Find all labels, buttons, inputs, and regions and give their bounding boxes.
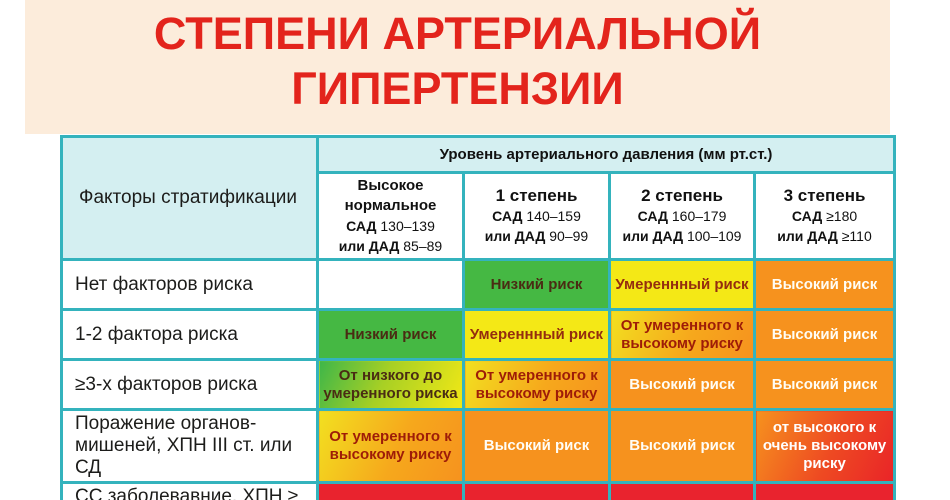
bp-dad-line: или ДАД ≥110 — [757, 226, 892, 246]
risk-cell: Низкий риск — [462, 258, 611, 311]
row-label: 1-2 фактора риска — [60, 308, 319, 361]
header-row-bp-columns: Высокое нормальное САД 130–139 или ДАД 8… — [62, 171, 897, 261]
risk-cell: Высокий риск — [752, 308, 897, 361]
sad-label: САД — [791, 208, 823, 224]
bp-column-title: 2 степень — [641, 186, 723, 205]
bp-sad-line: САД 130–139 — [320, 216, 461, 236]
column-header-degree-2: 2 степень САД 160–179 или ДАД 100–109 — [608, 171, 756, 261]
bp-sad-line: САД ≥180 — [757, 206, 892, 226]
corner-header-stratification-factors: Факторы стратификации — [60, 135, 319, 261]
dad-label: или ДАД — [622, 228, 684, 244]
risk-cell: от высокого к очень высокому риску — [752, 408, 897, 484]
risk-cell: Высокий риск — [608, 358, 756, 411]
row-label: Поражение органов-мишеней, ХПН III ст. и… — [60, 408, 319, 484]
sad-label: САД — [346, 218, 377, 234]
risk-cell: От низкого до умеренного риска — [316, 358, 465, 411]
table-row-cv-disease: СС заболевавние, ХПН ≥ 4 или СД с пораже… — [60, 481, 897, 500]
risk-cell: Очень высокий риск — [316, 481, 465, 500]
bp-column-title: Высокое нормальное — [344, 177, 437, 214]
risk-cell: Низкий риск — [316, 308, 465, 361]
risk-cell: Очень высокий риск — [752, 481, 897, 500]
bp-column-title: 1 степень — [495, 186, 578, 205]
dad-value: 85–89 — [403, 238, 443, 254]
risk-cell: От умеренного к высокому риску — [316, 408, 465, 484]
row-label: Нет факторов риска — [60, 258, 319, 311]
dad-label: или ДАД — [484, 228, 546, 244]
risk-cell: Высокий риск — [752, 258, 897, 311]
risk-cell: От умеренного к высокому риску — [462, 358, 611, 411]
sad-value: 130–139 — [380, 218, 435, 234]
bp-sad-line: САД 160–179 — [612, 206, 752, 226]
dad-label: или ДАД — [777, 228, 838, 244]
dad-value: 90–99 — [549, 228, 589, 244]
risk-cell: Высокий риск — [608, 408, 756, 484]
risk-cell: Очень высокий риск — [608, 481, 756, 500]
risk-cell: Высокий риск — [462, 408, 611, 484]
hypertension-risk-table: Факторы стратификации Уровень артериальн… — [60, 135, 897, 500]
dad-label: или ДАД — [338, 238, 400, 254]
risk-cell: Высокий риск — [752, 358, 897, 411]
bp-column-title: 3 степень — [783, 186, 866, 205]
header-row-group: Факторы стратификации Уровень артериальн… — [60, 135, 897, 261]
sad-value: 140–159 — [526, 208, 581, 224]
table-row-3plus-risk-factors: ≥3-х факторов риска От низкого до умерен… — [60, 358, 897, 411]
risk-cell: От умеренного к высокому риску — [608, 308, 756, 361]
risk-cell: Умереннный риск — [462, 308, 611, 361]
page-title-line1: СТЕПЕНИ АРТЕРИАЛЬНОЙ — [153, 8, 762, 59]
column-header-degree-1: 1 степень САД 140–159 или ДАД 90–99 — [462, 171, 611, 261]
sad-value: 160–179 — [671, 208, 727, 224]
title-background-band — [25, 0, 890, 134]
bp-dad-line: или ДАД 100–109 — [612, 226, 752, 246]
table-row-1-2-risk-factors: 1-2 фактора риска Низкий риск Умереннный… — [60, 308, 897, 361]
row-label: СС заболевавние, ХПН ≥ 4 или СД с пораже… — [60, 481, 319, 500]
column-header-high-normal: Высокое нормальное САД 130–139 или ДАД 8… — [316, 171, 465, 261]
bp-dad-line: или ДАД 85–89 — [320, 236, 461, 256]
page-title-line2: ГИПЕРТЕНЗИИ — [291, 63, 624, 114]
risk-table-container: Факторы стратификации Уровень артериальн… — [60, 135, 897, 500]
sad-label: САД — [637, 208, 668, 224]
page-title: СТЕПЕНИ АРТЕРИАЛЬНОЙ ГИПЕРТЕНЗИИ — [25, 6, 890, 116]
risk-cell: Очень высокий риск — [462, 481, 611, 500]
sad-value: ≥180 — [826, 208, 858, 224]
row-label: ≥3-х факторов риска — [60, 358, 319, 411]
risk-cell — [316, 258, 465, 311]
bp-sad-line: САД 140–159 — [466, 206, 607, 226]
bp-dad-line: или ДАД 90–99 — [466, 226, 607, 246]
table-row-target-organ-damage: Поражение органов-мишеней, ХПН III ст. и… — [60, 408, 897, 484]
dad-value: 100–109 — [686, 228, 742, 244]
risk-cell: Умереннный риск — [608, 258, 756, 311]
dad-value: ≥110 — [841, 228, 872, 244]
column-header-degree-3: 3 степень САД ≥180 или ДАД ≥110 — [752, 171, 897, 261]
bp-level-group-header: Уровень артериального давления (мм рт.ст… — [315, 135, 897, 174]
table-row-no-risk-factors: Нет факторов риска Низкий риск Умереннны… — [60, 258, 897, 311]
sad-label: САД — [492, 208, 523, 224]
